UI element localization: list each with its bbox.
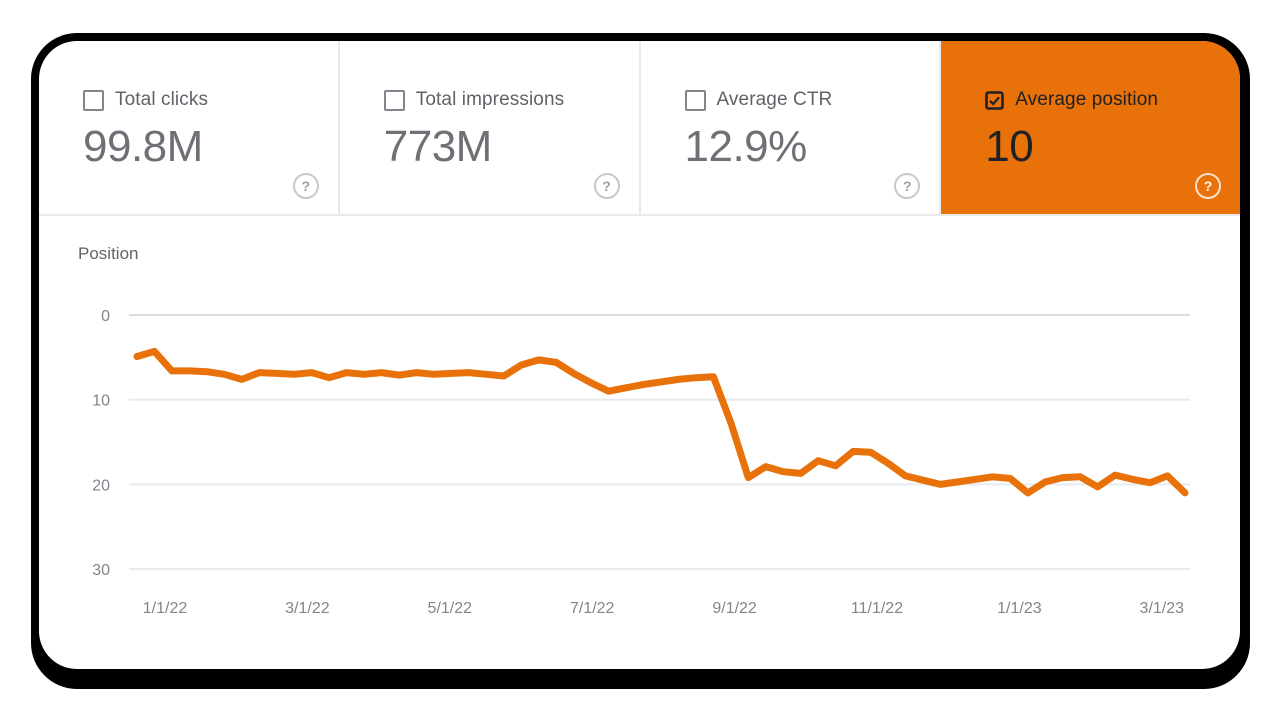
x-tick-label: 1/1/23 [997, 600, 1042, 617]
help-icon[interactable]: ? [1195, 173, 1221, 199]
metrics-row: Total clicks 99.8M ? Total impressions 7… [39, 41, 1240, 216]
checkbox-checked-icon[interactable] [985, 90, 1005, 110]
x-tick-label: 9/1/22 [712, 600, 757, 617]
metric-label: Total clicks [115, 89, 209, 110]
y-tick-label: 10 [92, 393, 110, 410]
y-tick-label: 0 [101, 308, 110, 325]
help-icon[interactable]: ? [894, 173, 921, 199]
x-tick-label: 3/1/23 [1140, 600, 1185, 617]
metric-value: 12.9% [684, 122, 808, 171]
checkbox-unchecked-icon[interactable] [383, 89, 405, 111]
metric-card-average-ctr[interactable]: Average CTR 12.9% ? [641, 41, 942, 214]
x-tick-label: 3/1/22 [285, 600, 330, 617]
performance-card-frame: Total clicks 99.8M ? Total impressions 7… [31, 33, 1250, 689]
performance-card: Total clicks 99.8M ? Total impressions 7… [39, 41, 1240, 669]
y-tick-label: 30 [92, 562, 110, 579]
chart-axis-title: Position [78, 244, 139, 263]
metric-value: 773M [383, 122, 493, 171]
checkbox-unchecked-icon[interactable] [83, 89, 104, 111]
x-tick-label: 11/1/22 [851, 600, 903, 617]
y-tick-label: 20 [92, 477, 110, 494]
metric-value: 10 [985, 122, 1034, 171]
position-line-series[interactable] [133, 347, 1189, 497]
metric-label: Average CTR [716, 89, 833, 110]
position-chart: Position 0 10 20 30 1/1/22 3/1/22 5/1/22 7/1/22… [39, 216, 1240, 669]
help-icon[interactable]: ? [593, 173, 620, 199]
metric-label: Total impressions [415, 89, 565, 110]
metric-card-average-position[interactable]: Average position 10 ? [941, 41, 1240, 214]
checkbox-unchecked-icon[interactable] [684, 89, 706, 111]
metric-card-total-clicks[interactable]: Total clicks 99.8M ? [39, 41, 340, 214]
x-tick-label: 5/1/22 [428, 600, 473, 617]
help-icon[interactable]: ? [292, 173, 319, 199]
metric-card-total-impressions[interactable]: Total impressions 773M ? [340, 41, 641, 214]
metric-value: 99.8M [83, 122, 203, 171]
metric-label: Average position [1015, 89, 1159, 110]
position-chart-plot[interactable]: 0 10 20 30 1/1/22 3/1/22 5/1/22 7/1/22 9/1/22 11/… [39, 216, 1240, 669]
x-tick-label: 7/1/22 [570, 600, 615, 617]
x-tick-label: 1/1/22 [143, 600, 188, 617]
